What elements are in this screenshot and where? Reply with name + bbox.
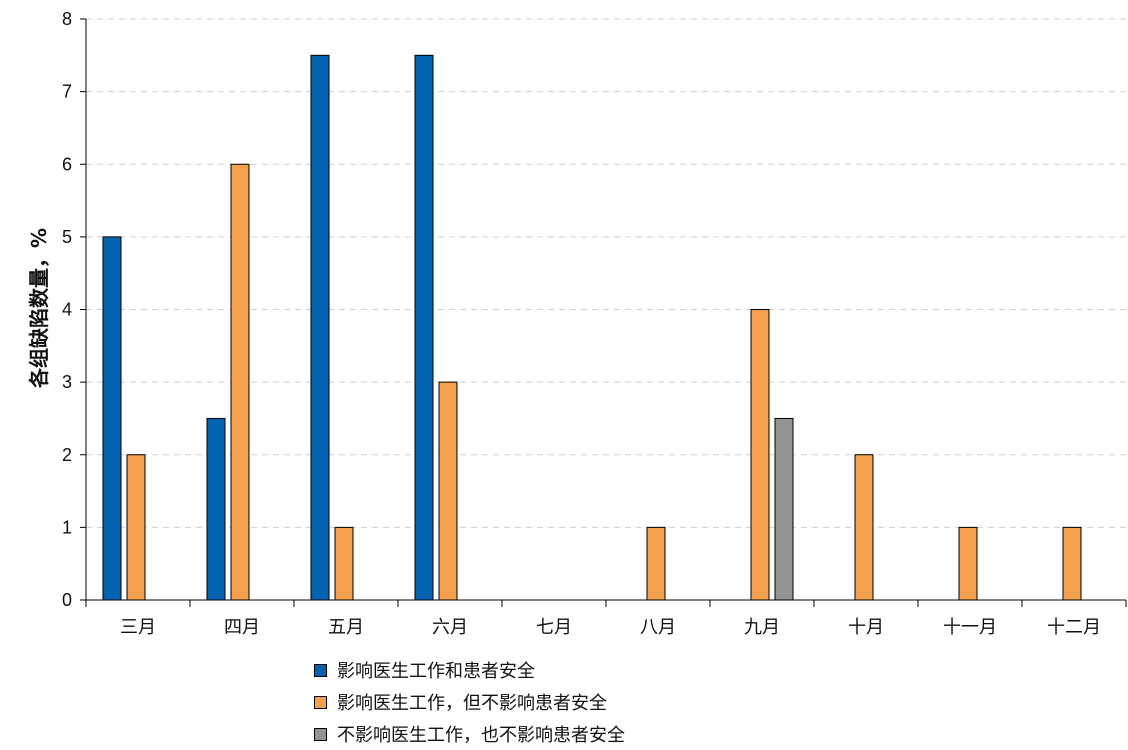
x-tick-label: 十月 — [848, 617, 884, 638]
y-tick-label: 5 — [62, 227, 72, 247]
legend-label: 影响医生工作，但不影响患者安全 — [337, 693, 607, 714]
tick-labels: 0 1 2 3 4 5 6 7 8 三月 四月 五月 六月 七月 八月 九月 十月 十一月 十二月 — [62, 9, 1101, 638]
bar — [646, 526, 666, 601]
bar — [334, 526, 354, 601]
legend-item: 影响医生工作和患者安全 — [314, 654, 625, 686]
x-tick-label: 五月 — [328, 617, 364, 638]
legend: 影响医生工作和患者安全 影响医生工作，但不影响患者安全 不影响医生工作，也不影响… — [314, 654, 625, 750]
legend-swatch-blue — [314, 663, 327, 677]
legend-item: 影响医生工作，但不影响患者安全 — [314, 686, 625, 718]
bar — [206, 417, 226, 601]
legend-item: 不影响医生工作，也不影响患者安全 — [314, 718, 625, 750]
bar — [102, 236, 122, 601]
x-tick-label: 十二月 — [1047, 617, 1101, 638]
bar — [414, 54, 434, 601]
y-axis-label: 各组缺陷数量，% — [27, 228, 51, 389]
bar — [774, 417, 794, 601]
y-tick-label: 4 — [62, 300, 72, 320]
y-tick-label: 2 — [62, 445, 72, 465]
axes — [80, 18, 1127, 607]
bar-chart: 0 1 2 3 4 5 6 7 8 三月 四月 五月 六月 七月 八月 九月 十月 十一月 十二月 各组缺陷数量，% — [27, 9, 1127, 638]
bar — [126, 454, 146, 601]
legend-label: 影响医生工作和患者安全 — [337, 661, 535, 682]
y-tick-label: 0 — [62, 590, 72, 610]
x-tick-label: 六月 — [432, 617, 468, 638]
y-tick-label: 6 — [62, 154, 72, 174]
y-tick-label: 8 — [62, 9, 72, 29]
bar — [438, 381, 458, 601]
legend-swatch-orange — [314, 695, 327, 709]
y-tick-label: 7 — [62, 82, 72, 102]
x-tick-label: 四月 — [224, 617, 260, 638]
grid-lines — [86, 18, 1126, 528]
bar — [230, 163, 250, 601]
x-tick-label: 三月 — [120, 617, 156, 638]
bar — [854, 454, 874, 601]
x-tick-label: 七月 — [536, 617, 572, 638]
x-tick-label: 九月 — [744, 617, 780, 638]
bars — [102, 54, 1082, 601]
legend-label: 不影响医生工作，也不影响患者安全 — [337, 725, 625, 746]
y-tick-label: 1 — [62, 517, 72, 537]
bar — [310, 54, 330, 601]
bar — [958, 526, 978, 601]
y-tick-label: 3 — [62, 372, 72, 392]
x-tick-label: 八月 — [640, 617, 676, 638]
bar — [750, 309, 770, 601]
bar — [1062, 526, 1082, 601]
legend-swatch-gray — [314, 727, 327, 741]
x-tick-label: 十一月 — [943, 617, 997, 638]
